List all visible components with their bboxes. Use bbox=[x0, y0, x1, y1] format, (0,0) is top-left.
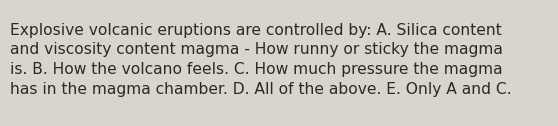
Text: Explosive volcanic eruptions are controlled by: A. Silica content
and viscosity : Explosive volcanic eruptions are control… bbox=[10, 23, 512, 97]
